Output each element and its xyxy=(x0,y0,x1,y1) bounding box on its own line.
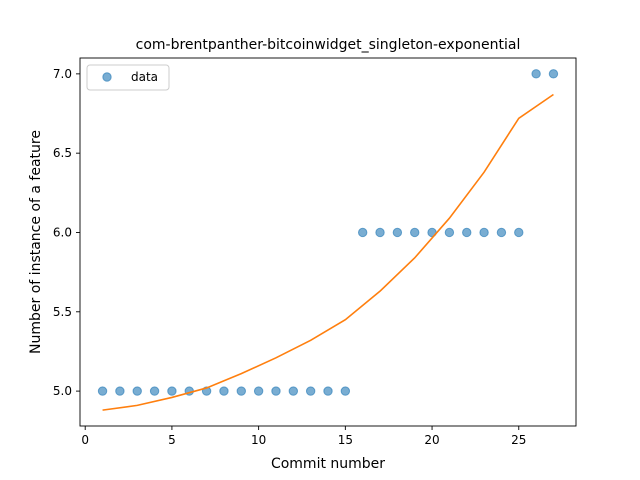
data-point xyxy=(514,227,524,238)
data-point xyxy=(462,227,472,238)
data-point xyxy=(288,386,299,396)
data-point xyxy=(115,386,125,396)
y-axis-label: Number of instance of a feature xyxy=(28,130,44,354)
data-point xyxy=(132,386,142,396)
data-point xyxy=(149,386,160,396)
y-axis-ticks: 5.0 5.5 6.0 6.5 7.0 xyxy=(53,67,80,398)
x-tick-label: 25 xyxy=(511,433,526,447)
data-point xyxy=(236,386,246,396)
data-point xyxy=(357,227,368,238)
fit-line xyxy=(102,93,554,411)
data-point xyxy=(271,386,281,396)
plot-frame xyxy=(79,57,577,427)
y-tick-label: 6.0 xyxy=(53,225,72,239)
data-point xyxy=(97,386,108,396)
data-point xyxy=(375,227,385,238)
y-tick-label: 6.5 xyxy=(53,146,72,160)
data-point xyxy=(410,227,420,238)
y-tick-label: 7.0 xyxy=(53,67,72,81)
plot-area xyxy=(79,57,577,427)
data-point xyxy=(531,69,541,79)
chart-title: com-brentpanther-bitcoinwidget_singleton… xyxy=(136,37,521,53)
y-tick-label: 5.5 xyxy=(53,305,72,319)
data-point xyxy=(496,227,507,238)
data-point xyxy=(392,227,403,238)
data-point xyxy=(444,227,455,238)
data-point xyxy=(548,69,559,79)
data-point xyxy=(219,386,229,396)
data-point xyxy=(167,386,177,396)
x-tick-label: 15 xyxy=(338,433,353,447)
legend-marker xyxy=(102,72,112,82)
legend-label: data xyxy=(131,70,158,84)
legend-box xyxy=(86,64,170,91)
x-tick-label: 20 xyxy=(424,433,439,447)
data-point xyxy=(305,386,316,396)
data-point xyxy=(253,386,264,396)
x-axis-label: Commit number xyxy=(271,456,385,472)
data-point xyxy=(323,386,333,396)
data-point xyxy=(479,227,489,238)
data-point xyxy=(340,386,351,396)
legend: data xyxy=(86,64,170,91)
x-tick-label: 5 xyxy=(168,433,176,447)
x-axis-ticks: 0 5 10 15 20 25 xyxy=(81,426,526,447)
x-tick-label: 10 xyxy=(251,433,266,447)
y-tick-label: 5.0 xyxy=(53,384,72,398)
x-tick-label: 0 xyxy=(81,433,89,447)
